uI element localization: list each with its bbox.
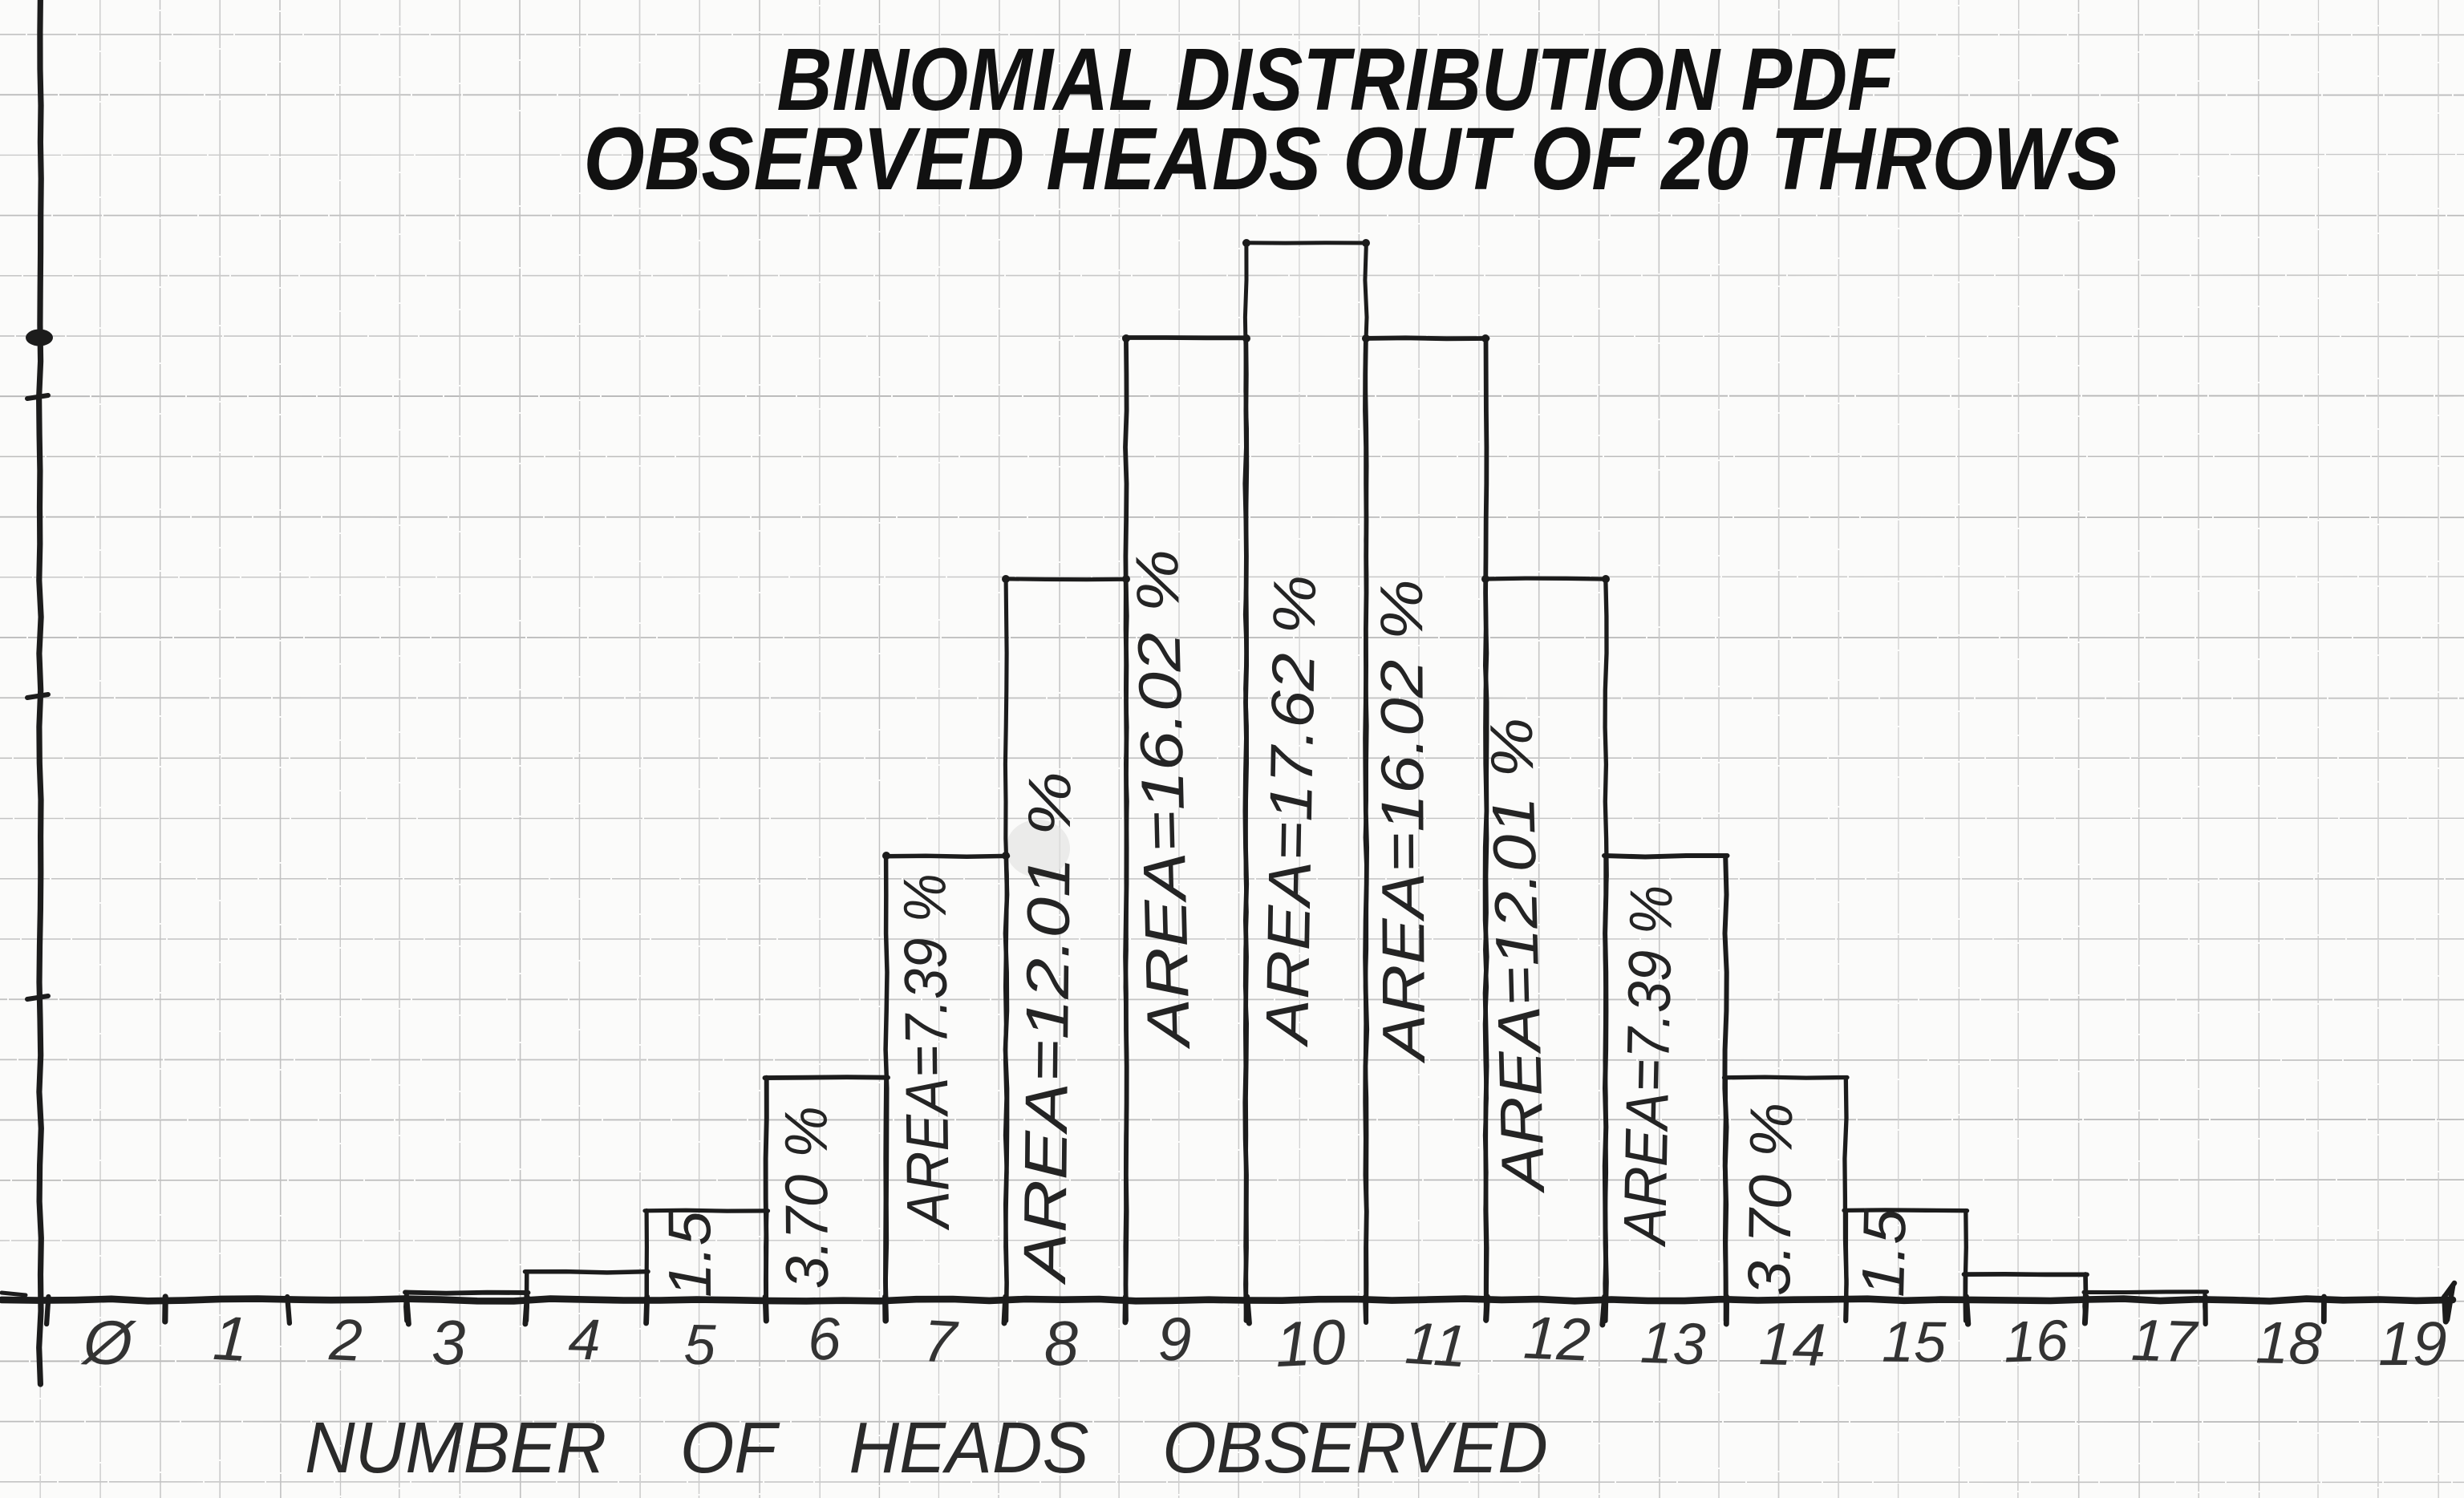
svg-text:1.5: 1.5	[655, 1211, 723, 1298]
svg-text:1: 1	[211, 1302, 249, 1375]
svg-text:10: 10	[1274, 1306, 1348, 1380]
svg-text:17: 17	[2130, 1308, 2199, 1375]
svg-text:9: 9	[1157, 1306, 1193, 1375]
svg-text:NUMBER OF HEADS OBSERVED: NUMBER OF HEADS OBSERVED	[305, 1408, 1548, 1488]
svg-text:AREA=16.02 %: AREA=16.02 %	[1123, 549, 1202, 1051]
svg-text:BINOMIAL DISTRIBUTION PDF: BINOMIAL DISTRIBUTION PDF	[777, 30, 1896, 129]
svg-text:AREA=7.39 %: AREA=7.39 %	[1611, 885, 1685, 1248]
svg-text:AREA=17.62 %: AREA=17.62 %	[1253, 574, 1328, 1048]
svg-text:12: 12	[1522, 1303, 1592, 1373]
svg-text:2: 2	[327, 1307, 363, 1374]
svg-text:13: 13	[1639, 1310, 1707, 1378]
svg-text:AREA=12.01 %: AREA=12.01 %	[1011, 771, 1084, 1285]
svg-text:OBSERVED HEADS OUT OF 20 THROW: OBSERVED HEADS OUT OF 20 THROWS	[584, 110, 2120, 209]
svg-text:AREA=16.02 %: AREA=16.02 %	[1368, 579, 1437, 1064]
svg-text:15: 15	[1882, 1310, 1947, 1375]
svg-text:14: 14	[1758, 1310, 1826, 1379]
svg-text:8: 8	[1042, 1307, 1080, 1379]
svg-text:6: 6	[805, 1305, 843, 1374]
svg-text:4: 4	[568, 1308, 602, 1373]
svg-text:16: 16	[2003, 1309, 2070, 1375]
svg-text:1.5: 1.5	[1849, 1208, 1919, 1298]
svg-text:5: 5	[683, 1314, 716, 1378]
svg-text:19: 19	[2378, 1310, 2447, 1379]
svg-text:Ø: Ø	[79, 1306, 138, 1379]
svg-text:7: 7	[922, 1307, 961, 1375]
svg-text:AREA=12.01 %: AREA=12.01 %	[1477, 717, 1558, 1196]
svg-text:18: 18	[2255, 1309, 2323, 1377]
svg-text:3.70 %: 3.70 %	[1735, 1102, 1805, 1296]
svg-text:3.70 %: 3.70 %	[772, 1106, 841, 1289]
svg-text:3: 3	[430, 1306, 467, 1378]
svg-text:AREA=7.39 %: AREA=7.39 %	[890, 873, 962, 1232]
svg-text:11: 11	[1404, 1310, 1469, 1380]
